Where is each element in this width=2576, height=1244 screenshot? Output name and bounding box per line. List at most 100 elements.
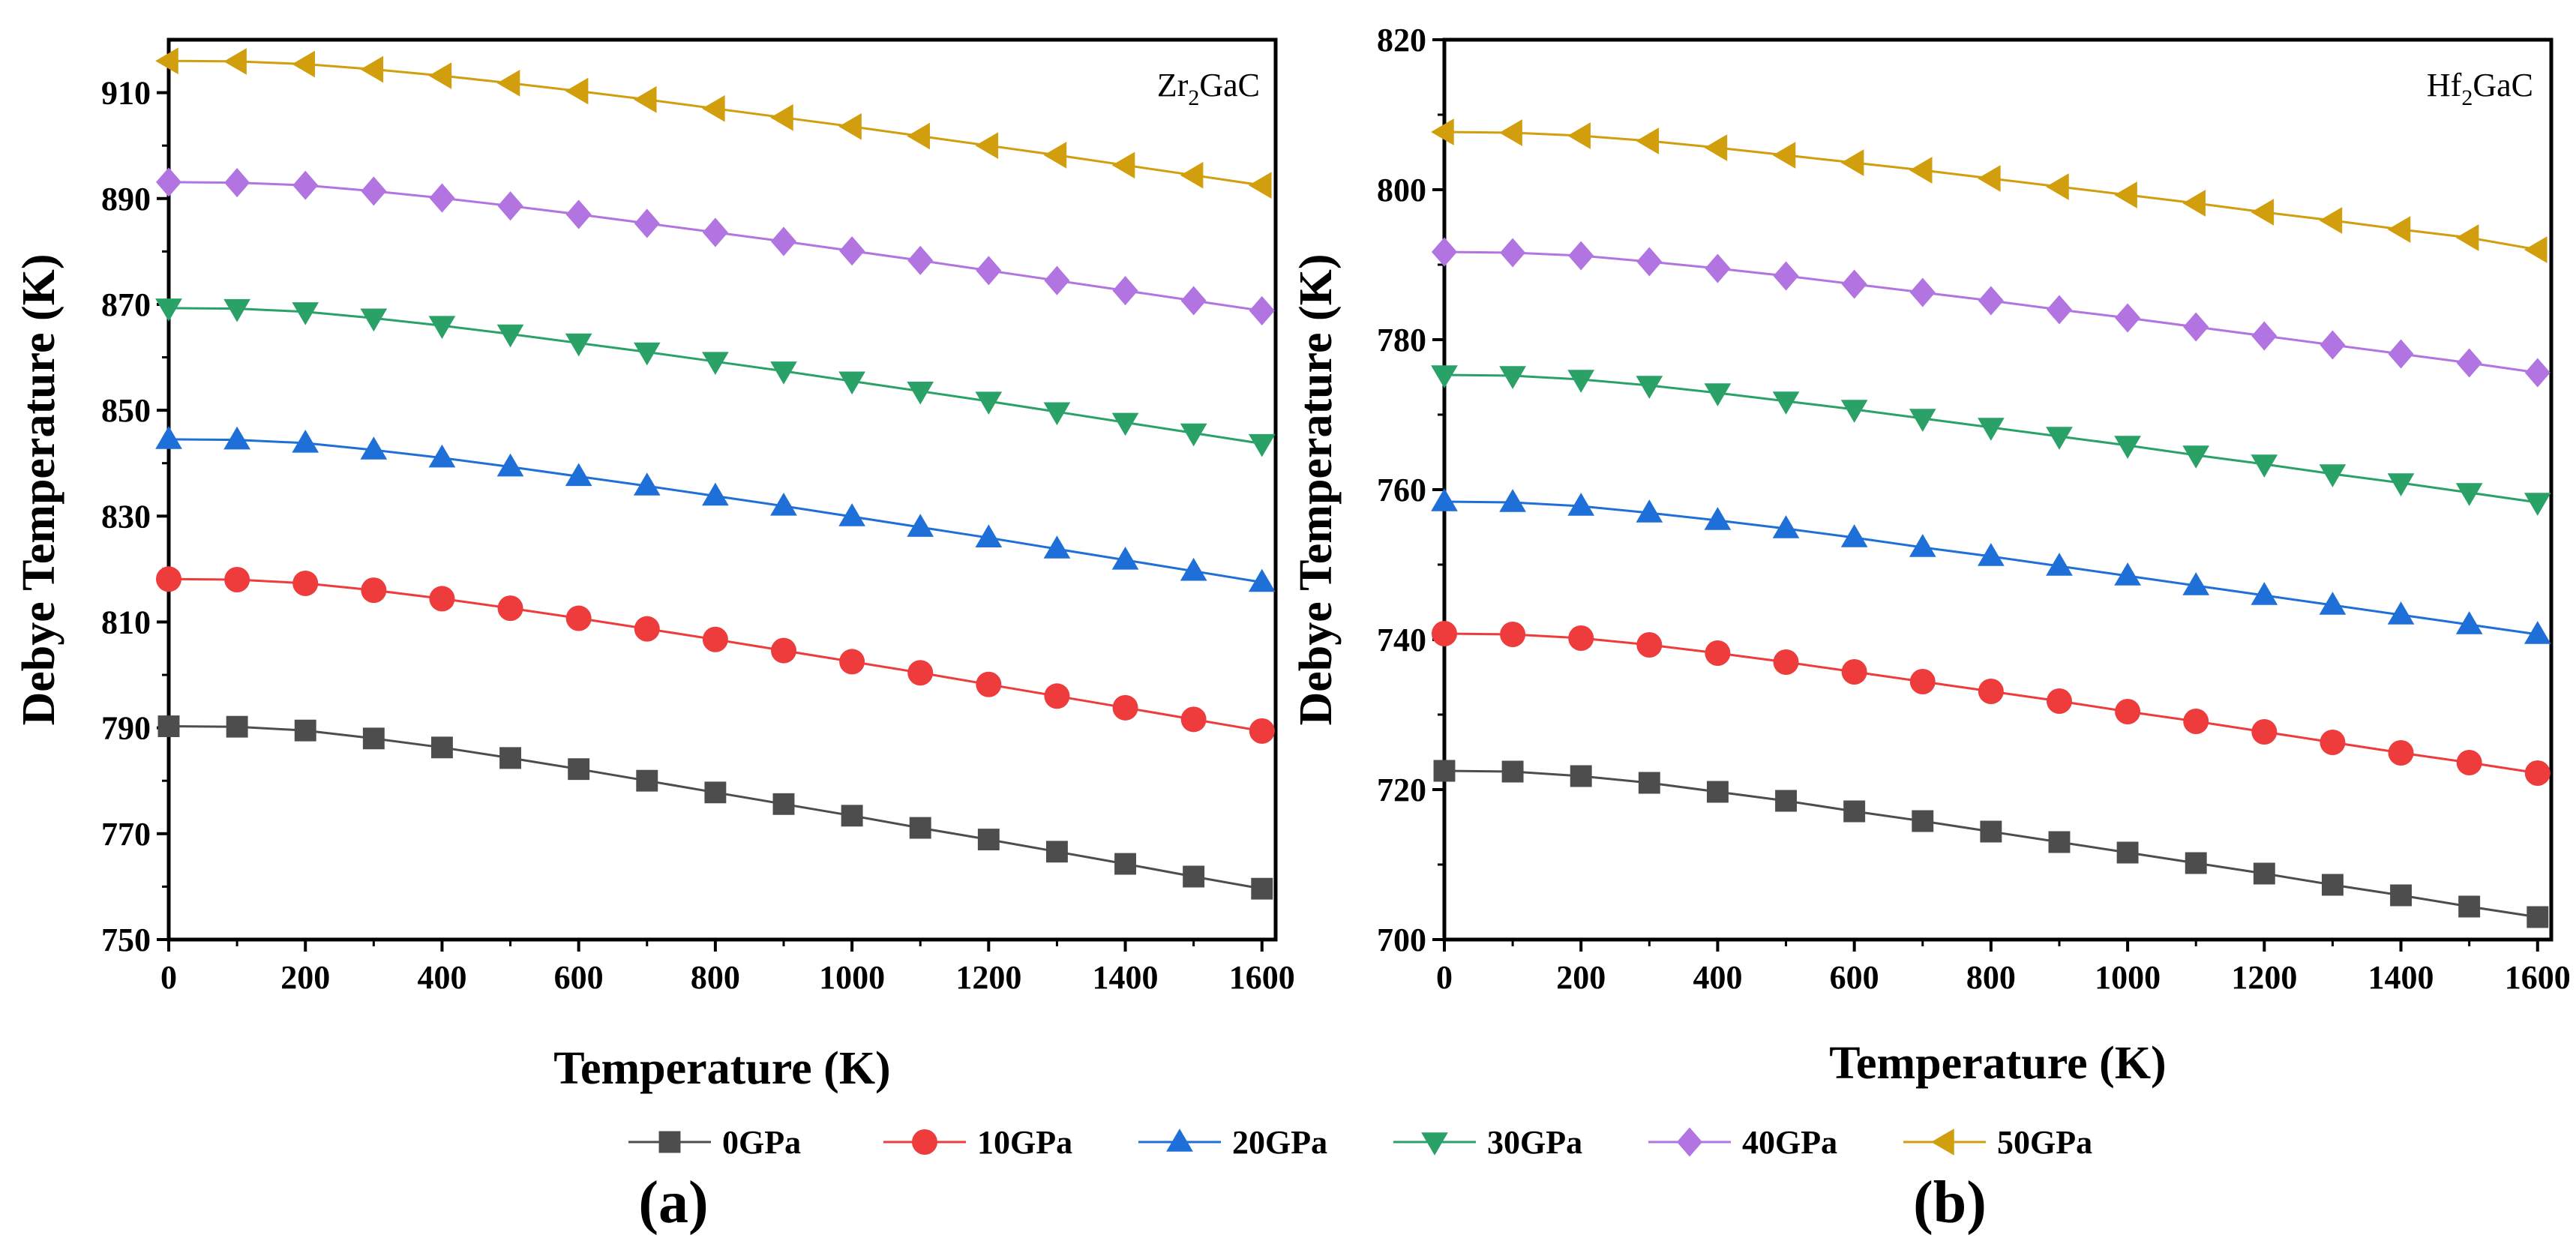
- panel-b-data-point-30GPa: [2251, 454, 2278, 478]
- panel-a-data-point-10GPa: [1044, 683, 1070, 709]
- panel-b-data-point-30GPa: [1840, 400, 1868, 423]
- panel-b-data-point-30GPa: [2046, 427, 2073, 450]
- panel-a-x-tick-label: 0: [160, 959, 177, 996]
- panel-a-data-point-50GPa: [565, 77, 589, 105]
- panel-a-x-axis-title: Temperature (K): [553, 1043, 890, 1094]
- panel-b-data-point-30GPa: [1636, 376, 1663, 399]
- panel-a-chart: 0 200 400 600 800 1000 1200 1400 1600 750 770 790 81…: [13, 37, 1295, 1236]
- panel-a-data-point-50GPa: [633, 85, 657, 113]
- panel-a-x-tick-label: 1400: [1093, 959, 1159, 996]
- panel-b-compound-rest: GaC: [2473, 67, 2533, 103]
- panel-b-data-point-50GPa: [1772, 142, 1796, 169]
- legend-label-10GPa: 10GPa: [977, 1124, 1072, 1161]
- panel-a-label: (a): [638, 1170, 708, 1236]
- panel-a-data-point-30GPa: [633, 342, 661, 366]
- panel-a-data-point-30GPa: [223, 298, 250, 322]
- panel-b-data-point-20GPa: [2319, 592, 2347, 615]
- panel-b-data-point-40GPa: [1500, 238, 1526, 268]
- panel-b-data-point-50GPa: [1909, 157, 1933, 184]
- panel-a-data-point-40GPa: [702, 217, 728, 247]
- panel-b-data-point-50GPa: [1978, 165, 2001, 192]
- panel-a-x-tick-label: 600: [554, 959, 604, 996]
- panel-b-data-point-0GPa: [2116, 841, 2139, 864]
- panel-a-data-point-30GPa: [770, 361, 797, 385]
- panel-b-data-point-0GPa: [1706, 781, 1729, 803]
- panel-a-data-point-20GPa: [223, 426, 250, 450]
- panel-b-data-point-40GPa: [1909, 277, 1936, 307]
- panel-a-data-point-30GPa: [702, 352, 729, 376]
- panel-b-data-point-50GPa: [1704, 134, 1728, 161]
- panel-a-data-point-50GPa: [1111, 151, 1135, 179]
- panel-a-y-tick-label: 830: [101, 498, 151, 535]
- panel-b-data-point-50GPa: [1499, 119, 1522, 146]
- panel-a-data-point-20GPa: [702, 482, 729, 506]
- panel-b-label: (b): [1913, 1170, 1987, 1236]
- panel-b-data-point-0GPa: [1775, 790, 1798, 812]
- panel-a-y-tick-label: 750: [101, 922, 151, 958]
- panel-a-data-point-10GPa: [976, 671, 1002, 697]
- panel-a-data-point-20GPa: [907, 514, 934, 537]
- panel-b-data-point-40GPa: [2524, 358, 2551, 388]
- panel-b-x-tick-label: 1000: [2095, 959, 2161, 996]
- legend-marker-0GPa: [658, 1131, 681, 1153]
- panel-a-data-point-50GPa: [1180, 161, 1204, 189]
- panel-b-data-point-30GPa: [2455, 483, 2483, 506]
- panel-b-data-point-50GPa: [2251, 199, 2275, 226]
- panel-b-x-tick-label: 800: [1966, 959, 2016, 996]
- panel-a-compound-rest: GaC: [1199, 67, 1260, 103]
- panel-a-ticks: 0 200 400 600 800 1000 1200 1400 1600 750 770 790 81…: [101, 75, 1295, 996]
- panel-b-data-point-30GPa: [2319, 464, 2347, 487]
- panel-a-data-point-0GPa: [704, 781, 727, 804]
- panel-a-data-point-0GPa: [909, 817, 931, 839]
- panel-a-data-point-20GPa: [565, 463, 592, 487]
- panel-a-data-point-50GPa: [770, 103, 793, 131]
- panel-a-data-point-50GPa: [155, 47, 178, 75]
- panel-b-data-point-10GPa: [2047, 688, 2072, 714]
- panel-b-compound-sub: 2: [2461, 85, 2473, 110]
- panel-b-data-point-20GPa: [2114, 562, 2141, 586]
- panel-a-data-point-30GPa: [1043, 402, 1071, 426]
- panel-a-x-tick-label: 1000: [819, 959, 885, 996]
- panel-a-data-point-10GPa: [292, 570, 319, 596]
- panel-a-data-point-30GPa: [1111, 412, 1139, 436]
- panel-a-data-point-40GPa: [1180, 286, 1207, 316]
- panel-a-data-point-30GPa: [496, 324, 524, 348]
- panel-a-data-point-50GPa: [702, 94, 725, 122]
- panel-a-data-point-10GPa: [907, 660, 934, 686]
- panel-b-data-point-40GPa: [1841, 269, 1867, 299]
- panel-b-data-point-50GPa: [2455, 224, 2479, 251]
- panel-a-data-point-40GPa: [224, 168, 250, 198]
- panel-b-data-point-30GPa: [1978, 418, 2005, 441]
- panel-a-data-point-40GPa: [976, 256, 1002, 286]
- panel-a-data-point-30GPa: [907, 381, 934, 405]
- panel-a-data-point-20GPa: [1248, 568, 1276, 592]
- legend-label-40GPa: 40GPa: [1742, 1124, 1837, 1161]
- panel-b-data-point-20GPa: [1909, 534, 1936, 557]
- panel-b-data-point-10GPa: [2251, 719, 2278, 745]
- panel-a-data-point-40GPa: [361, 176, 387, 206]
- panel-b-data-point-10GPa: [1636, 632, 1663, 658]
- panel-b-data-point-0GPa: [2048, 831, 2071, 853]
- panel-b-data-point-20GPa: [2046, 553, 2073, 576]
- panel-a-y-tick-label: 810: [101, 604, 151, 640]
- panel-b-y-tick-label: 780: [1377, 322, 1426, 358]
- panel-b-data-point-50GPa: [2114, 181, 2137, 208]
- panel-b-data-point-20GPa: [1636, 499, 1663, 523]
- panel-b-x-tick-label: 600: [1830, 959, 1879, 996]
- panel-a-x-tick-label: 800: [691, 959, 740, 996]
- panel-a-data-point-50GPa: [223, 48, 247, 75]
- panel-a-data-point-50GPa: [360, 55, 384, 83]
- panel-b-data-point-10GPa: [2456, 750, 2482, 775]
- panel-a-data-point-0GPa: [977, 829, 1000, 851]
- panel-b-data-point-20GPa: [1978, 543, 2005, 566]
- panel-b-y-tick-label: 820: [1377, 22, 1426, 58]
- panel-b-data-point-10GPa: [1705, 640, 1731, 666]
- panel-b-compound-label: Hf2GaC: [2427, 67, 2533, 110]
- panel-b-x-tick-label: 400: [1693, 959, 1742, 996]
- panel-b-data-point-10GPa: [1500, 622, 1526, 647]
- panel-b-data-point-0GPa: [2390, 884, 2413, 907]
- panel-b-x-tick-label: 1600: [2505, 959, 2571, 996]
- panel-a-data-point-0GPa: [568, 758, 590, 781]
- panel-b-data-point-10GPa: [1841, 659, 1867, 685]
- panel-b-data-point-20GPa: [1499, 489, 1526, 512]
